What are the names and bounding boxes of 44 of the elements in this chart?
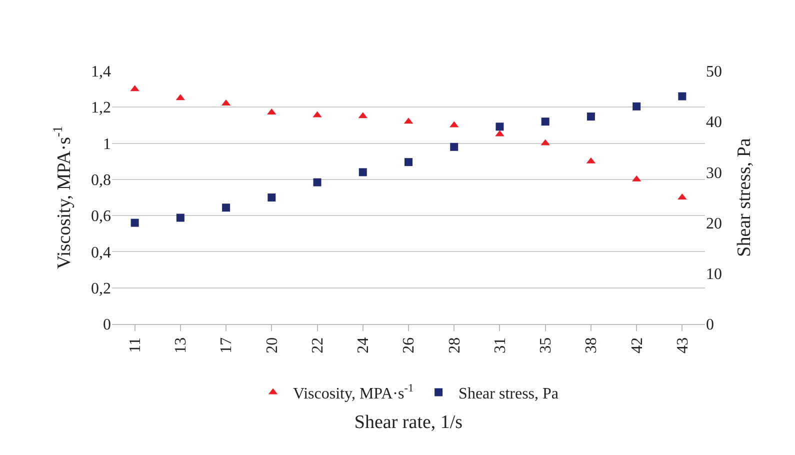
x-tick-label: 17 [218,337,236,354]
x-tick-label: 13 [172,337,190,354]
y2-tick-label: 50 [706,64,722,81]
y2-tick-label: 0 [706,316,714,334]
y-tick-label: 1,2 [91,100,111,117]
y2-tick-label: 30 [706,164,722,182]
x-tick-label: 43 [674,337,692,354]
y-tick-label: 0,6 [91,208,111,226]
x-tick-label: 42 [628,337,646,354]
y-tick-label: 1,4 [91,64,111,81]
x-tick-label: 11 [127,337,144,353]
point [404,158,412,166]
point [496,122,504,131]
x-tick-label: 38 [583,337,600,354]
point [222,204,230,212]
point [678,92,686,100]
point [450,142,458,151]
point [541,118,550,126]
legend-label: Shear stress, Pa [458,385,559,402]
x-tick-label: 35 [538,337,555,354]
point [586,112,595,121]
y2-tick-label: 20 [706,215,722,232]
point [268,194,276,202]
point [176,214,184,222]
y-tick-label: 1 [103,136,111,153]
x-tick-label: 24 [355,337,372,354]
legend-label: Viscosity, MPA·s$^{-1}$ [293,382,414,402]
y-tick-label: 0,8 [91,172,111,190]
x-tick-label: 26 [400,337,418,354]
x-tick-label: 20 [264,337,281,354]
point [130,218,139,227]
y-tick-label: 0,2 [91,280,111,298]
x-tick-label: 22 [309,337,326,354]
y-tick-label: 0 [103,316,111,334]
y2-tick-label: 10 [706,266,722,283]
point [313,178,322,186]
point [632,102,641,110]
x-tick-label: 31 [492,337,509,354]
y2-axis-title: Shear stress, Pa [734,138,755,257]
point [358,168,367,176]
x-tick-label: 28 [446,337,464,354]
x-axis-title: Shear rate, 1/s [354,412,463,434]
y-tick-label: 0,4 [91,244,111,262]
y2-tick-label: 40 [706,114,722,132]
